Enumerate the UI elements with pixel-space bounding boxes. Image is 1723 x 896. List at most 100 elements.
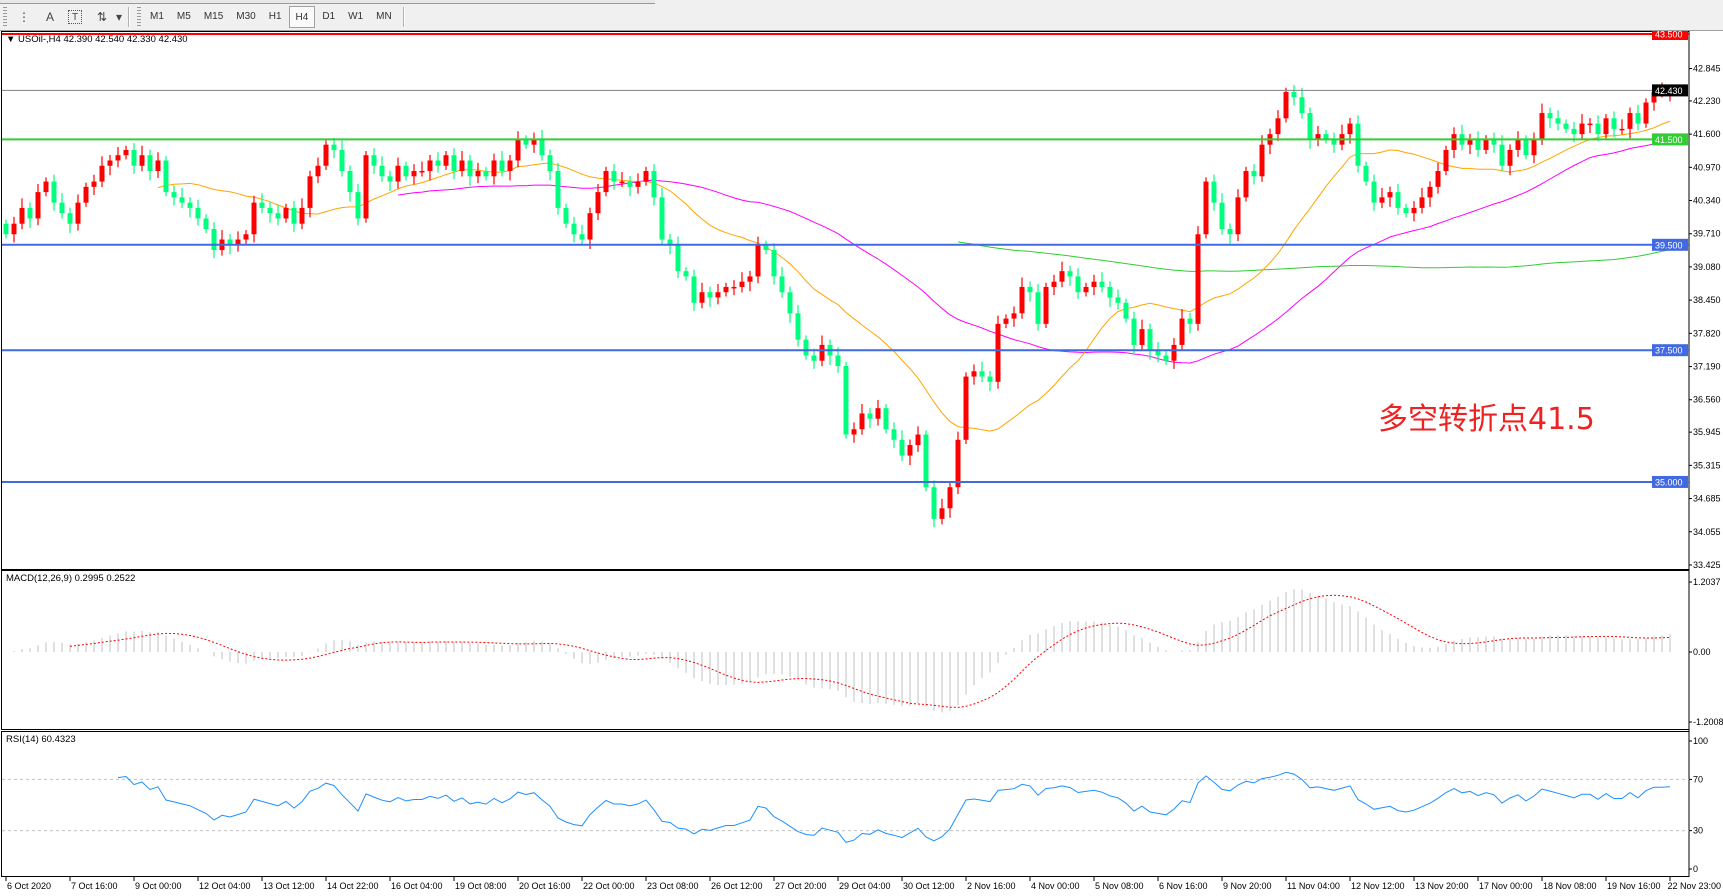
candle-body-bull — [1627, 113, 1633, 129]
candle-body-bear — [451, 155, 457, 172]
collapse-triangle-icon[interactable]: ▼ — [6, 34, 19, 45]
rsi-axis-label: 100 — [1693, 736, 1708, 746]
candle-body-bear — [803, 339, 809, 356]
candle-body-bear — [931, 487, 937, 519]
ma-slow-line — [957, 241, 1671, 272]
price-tick-label: 36.560 — [1693, 395, 1721, 405]
candle-body-bull — [851, 429, 857, 435]
candle-body-bear — [1291, 91, 1297, 98]
candle-body-bull — [1083, 286, 1089, 293]
timeframe-buttons: M1 M5 M15 M30 H1 H4 D1 W1 MN — [144, 6, 399, 28]
candle-body-bull — [907, 445, 913, 456]
timeframe-m30[interactable]: M30 — [236, 10, 256, 22]
candle-body-bull — [715, 292, 721, 298]
candle-body-bull — [419, 171, 425, 173]
candle-body-bull — [1195, 234, 1201, 324]
time-label: 4 Nov 00:00 — [1031, 881, 1080, 891]
candle-body-bear — [275, 213, 281, 219]
timeframe-mn[interactable]: MN — [376, 10, 392, 22]
toolbar-grip[interactable] — [137, 7, 141, 27]
text-tool-icon[interactable]: A — [45, 10, 54, 24]
time-label: 22 Oct 00:00 — [583, 881, 635, 891]
candle-body-bull — [83, 186, 89, 203]
candle-body-bull — [947, 487, 953, 509]
candle-body-bull — [315, 165, 321, 177]
candle-body-bull — [1019, 286, 1025, 314]
toolbar-separator — [402, 7, 405, 27]
timeframe-m15[interactable]: M15 — [203, 10, 224, 22]
candle-body-bull — [1443, 149, 1449, 172]
candle-body-bear — [1027, 286, 1033, 293]
candle-body-bear — [835, 355, 841, 367]
candle-body-bull — [307, 176, 313, 208]
time-label: 13 Oct 12:00 — [263, 881, 315, 891]
timeframe-m5[interactable]: M5 — [176, 10, 191, 22]
candle-body-bull — [1139, 329, 1145, 345]
candle-body-bear — [1499, 144, 1505, 166]
candle-body-bull — [1531, 139, 1537, 156]
candle-body-bull — [1603, 118, 1609, 135]
candle-body-bear — [67, 213, 73, 224]
rsi-header: RSI(14) 60.4323 — [6, 734, 76, 745]
timeframe-d1[interactable]: D1 — [322, 10, 336, 22]
price-chart[interactable]: 42.845 42.230 41.600 40.970 40.340 39.710 39.0… — [0, 31, 1723, 896]
candle-body-bear — [1251, 171, 1257, 177]
candle-body-bull — [323, 144, 329, 166]
candle-body-bull — [1619, 128, 1625, 131]
candle-body-bull — [475, 171, 481, 177]
time-label: 19 Oct 08:00 — [455, 881, 507, 891]
candle-body-bear — [763, 244, 769, 251]
candle-body-bear — [179, 197, 185, 203]
candle-body-bull — [875, 408, 881, 419]
time-label: 11 Nov 04:00 — [1287, 881, 1340, 891]
price-tick-label: 34.055 — [1693, 527, 1721, 537]
last-price-label: 42.430 — [1655, 86, 1683, 96]
candle-body-bull — [531, 139, 537, 145]
last-price-tag — [1652, 84, 1688, 97]
candle-body-bull — [243, 234, 249, 240]
candle-body-bear — [379, 165, 385, 177]
time-label: 16 Oct 04:00 — [391, 881, 443, 891]
candle-body-bear — [355, 192, 361, 219]
toolbar-grip[interactable] — [3, 7, 7, 27]
candle-body-bull — [1411, 207, 1417, 214]
candle-body-bull — [1579, 123, 1585, 135]
price-tick-label: 42.230 — [1693, 96, 1721, 106]
candle-body-bear — [691, 276, 697, 303]
time-label: 26 Oct 12:00 — [711, 881, 763, 891]
candle-body-bull — [939, 508, 945, 519]
ma-fast-line — [157, 120, 1671, 432]
candle-body-bear — [1595, 123, 1601, 135]
macd-pane — [1, 570, 1690, 730]
candle-body-bull — [1259, 144, 1265, 177]
candle-body-bull — [443, 155, 449, 166]
timeframe-m1[interactable]: M1 — [150, 10, 164, 22]
candle-body-bear — [203, 218, 209, 229]
arrows-tool-icon[interactable]: ⇅ — [96, 10, 108, 24]
candle-body-bear — [331, 144, 337, 150]
hline-price-label: 37.500 — [1655, 346, 1683, 356]
timeframe-w1[interactable]: W1 — [348, 10, 364, 22]
price-tick-label: 39.080 — [1693, 262, 1721, 272]
candle-body-bear — [1563, 123, 1569, 129]
candle-body-bull — [1171, 344, 1177, 361]
timeframe-h4[interactable]: H4 — [288, 6, 316, 28]
candle-body-bull — [507, 160, 513, 172]
period-separator-icon[interactable]: ⋮ — [18, 10, 30, 24]
candle-body-bear — [579, 234, 585, 240]
candle-body-bull — [1275, 118, 1281, 135]
candle-body-bull — [515, 139, 521, 161]
price-tick-label: 39.710 — [1693, 229, 1721, 239]
candle-body-bull — [1203, 181, 1209, 235]
text-label-tool-icon[interactable]: T — [68, 10, 82, 24]
toolbar-separator — [128, 7, 130, 27]
candle-body-bear — [563, 207, 569, 224]
timeframe-h1[interactable]: H1 — [268, 10, 282, 22]
candle-body-bear — [1187, 318, 1193, 324]
candle-body-bear — [1115, 297, 1121, 303]
candle-body-bear — [1475, 139, 1481, 150]
candle-body-bull — [11, 223, 17, 235]
chevron-down-icon[interactable]: ▾ — [115, 10, 123, 24]
candle-body-bull — [1483, 139, 1489, 150]
price-tick-label: 35.945 — [1693, 427, 1721, 437]
